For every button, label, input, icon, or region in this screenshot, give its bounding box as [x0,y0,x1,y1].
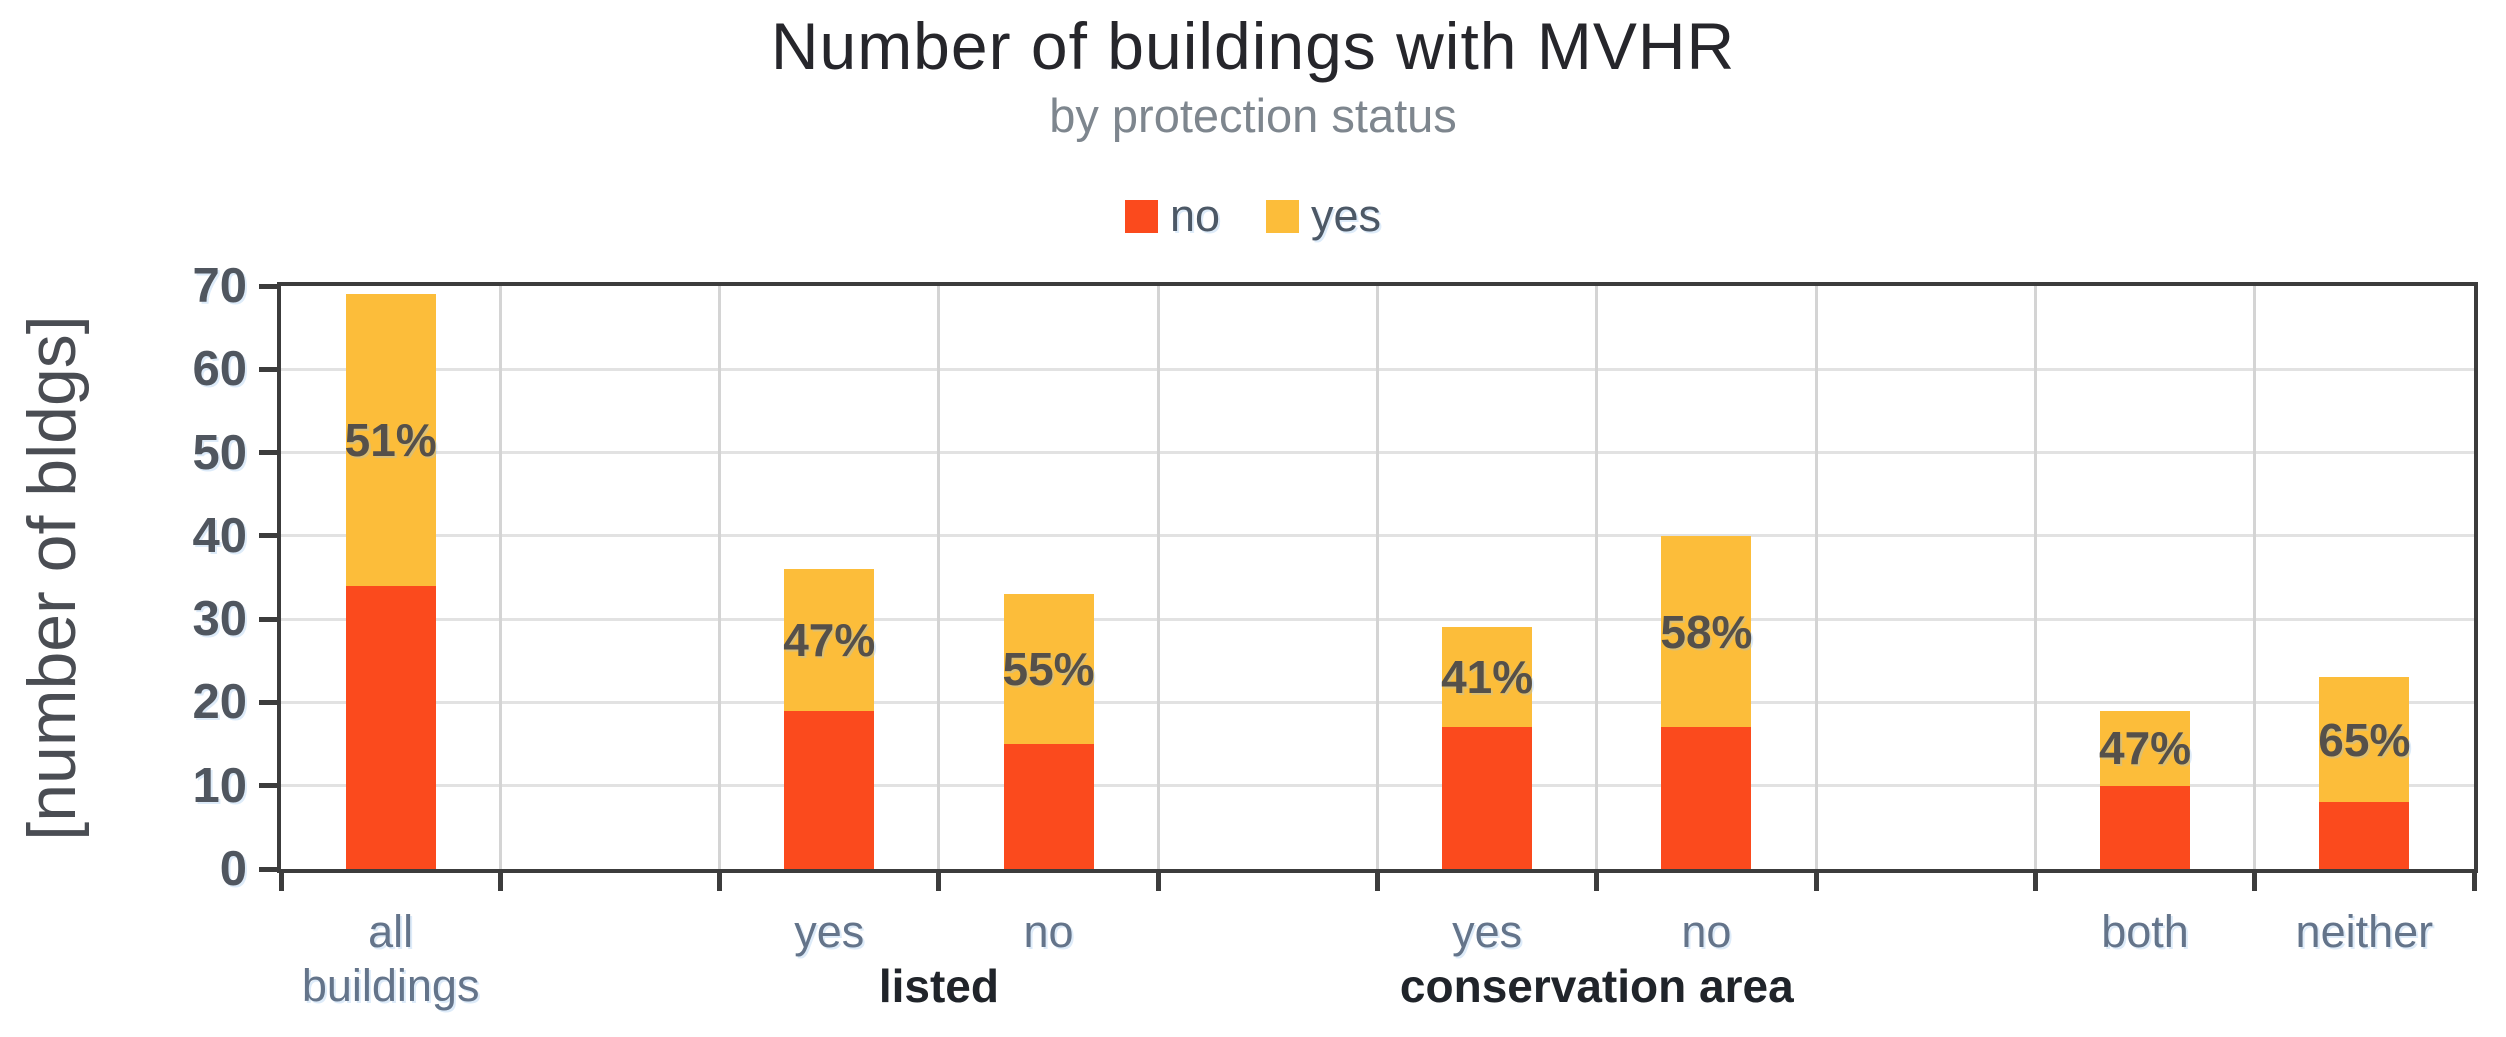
bar-segment-no [345,585,436,869]
y-axis-tick [259,366,277,372]
y-axis-tick-label: 20 [192,675,247,730]
bar-segment-yes [345,294,436,586]
gridline-vertical [718,286,722,869]
x-axis-tick [2032,873,2038,891]
legend-swatch-no-icon [1124,199,1158,233]
axis-group-label: conservation area [1399,960,1794,1012]
legend-item-yes: yes [1266,190,1381,242]
x-axis-tick [497,873,503,891]
category-label: both [2101,906,2189,957]
y-axis-tick-label: 50 [192,425,247,480]
bar-percent-label: 47% [2099,722,2192,775]
bar-percent-label: 65% [2318,713,2411,766]
y-axis-tick-label: 10 [192,758,247,813]
x-axis-tick [2471,873,2477,891]
gridline-vertical [937,286,941,869]
category-label: no [1023,906,1074,957]
category-label: no [1681,906,1732,957]
y-axis-tick [259,283,277,289]
bar-percent-label: 55% [1002,643,1095,696]
axis-group-label: listed [878,960,999,1012]
bar-percent-label: 58% [1660,605,1753,658]
category-label: neither [2295,906,2434,957]
chart-subtitle: by protection status [1049,89,1457,142]
bar-segment-yes [2100,710,2191,786]
category-label: yes [794,906,865,957]
gridline-vertical [1595,286,1599,869]
x-axis-tick [1813,873,1819,891]
y-axis-tick [259,783,277,789]
x-axis-tick [936,873,942,891]
gridline-vertical [2033,286,2037,869]
y-axis-tick [259,866,277,872]
y-axis-tick [259,533,277,539]
chart-title: Number of buildings with MVHR [770,9,1736,83]
legend-swatch-yes-icon [1266,199,1300,233]
x-axis-tick [717,873,723,891]
legend-label-no: no [1169,190,1221,241]
bar-segment-yes [784,569,875,711]
category-label: buildings [301,960,480,1011]
gridline-vertical [2253,286,2257,869]
y-axis-tick-label: 70 [192,259,247,313]
x-axis-tick [1375,873,1380,891]
x-axis-tick [1155,873,1161,891]
bar-percent-label: 41% [1441,651,1534,704]
gridline-vertical [1814,286,1818,869]
bar-segment-yes [1442,627,1533,728]
y-axis-tick-label: 60 [192,342,247,397]
y-axis-tick-label: 40 [192,508,247,563]
bar-segment-no [1003,744,1094,869]
gridline-vertical [1376,286,1379,869]
x-axis-tick [1594,873,1600,891]
bar-percent-label: 51% [344,414,437,467]
bar-segment-no [784,710,875,869]
y-axis-tick-label: 0 [219,842,247,896]
y-axis-title: [number of bldgs] [14,315,90,841]
bar-segment-no [2100,785,2191,869]
bar-segment-yes [1661,535,1752,728]
y-axis-tick [259,616,277,622]
category-label: all [368,906,414,957]
category-label: yes [1452,906,1523,957]
bar-segment-no [1442,727,1533,869]
y-axis-tick [259,450,277,456]
gridline-vertical [498,286,502,869]
x-axis-tick [2252,873,2258,891]
y-axis-tick-label: 30 [192,592,247,647]
bar-segment-no [2319,802,2410,869]
y-axis-tick [259,699,277,705]
plot-area: 51% 47% 55% 41% 58% 47% 65% [277,282,2478,873]
bar-segment-yes [1003,594,1094,745]
bar-segment-yes [2319,677,2410,803]
bar-percent-label: 47% [783,613,876,666]
legend: no yes [0,190,2506,242]
gridline-vertical [1156,286,1160,869]
legend-label-yes: yes [1311,190,1382,241]
bar-segment-no [1661,727,1752,869]
legend-item-no: no [1124,190,1221,242]
x-axis-tick [278,873,284,891]
